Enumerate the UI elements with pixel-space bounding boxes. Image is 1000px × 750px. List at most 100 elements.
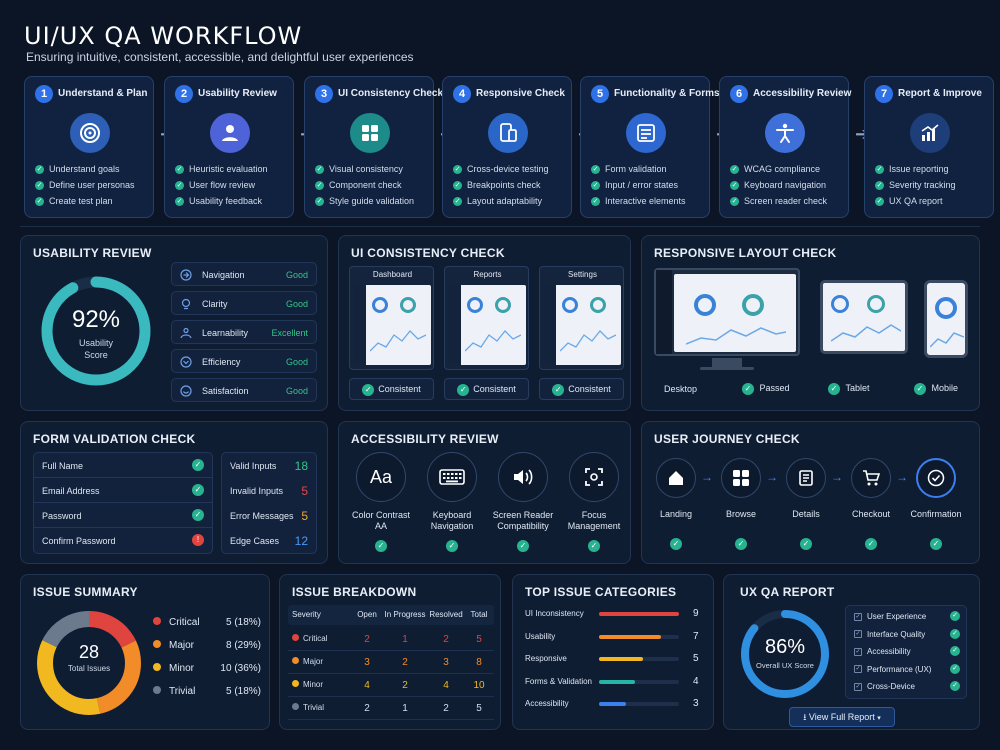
issue-donut-chart [37, 611, 141, 715]
check-icon: ✓ [730, 165, 739, 175]
table-cell: 4 [364, 680, 370, 691]
table-cell: Trivial [292, 703, 352, 712]
panel-title: TOP ISSUE CATEGORIES [525, 585, 677, 599]
legend-value: 10 (36%) [220, 663, 261, 674]
step-item: ✓ Screen reader check [730, 193, 827, 209]
table-cell: 5 [476, 634, 482, 645]
usability-criterion: Clarity Good [171, 291, 317, 315]
legend-item: Minor 10 (36%) [153, 663, 261, 674]
panel-title: ISSUE BREAKDOWN [292, 585, 417, 599]
column-header: Resolved [429, 610, 463, 619]
check-icon: ✓ [865, 538, 877, 550]
stat-label: Edge Cases [230, 536, 280, 546]
check-icon: ✓ [315, 181, 324, 191]
checkbox-icon: ✓ [854, 665, 862, 674]
form-field-row[interactable]: Confirm Password! [34, 528, 212, 553]
criterion-status: Good [285, 357, 308, 367]
criterion-label: Efficiency [202, 357, 241, 367]
check-icon: ✓ [35, 165, 44, 175]
form-field-label: Email Address [42, 486, 100, 496]
legend-dot [153, 663, 161, 671]
check-circle-icon[interactable] [916, 458, 956, 498]
step-item-label: Usability feedback [189, 196, 263, 206]
check-icon: ✓ [35, 197, 44, 207]
step-item-label: WCAG compliance [744, 164, 821, 174]
step-items: ✓ Heuristic evaluation ✓ User flow review ✓ U… [175, 161, 268, 209]
screen-preview[interactable]: Settings [539, 266, 624, 370]
workflow-step[interactable]: 6 Accessibility Review ✓ WCAG compliance ✓ Ke… [719, 76, 851, 218]
error-icon: ! [192, 534, 204, 546]
workflow-step[interactable]: 7 Report & Improve ✓ Issue reporting ✓ Severi… [864, 76, 994, 218]
legend-item: Major 8 (29%) [153, 640, 261, 651]
form-field-row[interactable]: Email Address ✓ [34, 478, 212, 503]
category-bar [599, 702, 626, 706]
speaker-icon [498, 452, 548, 502]
text-contrast-icon: Aa [356, 452, 406, 502]
accessibility-panel: ACCESSIBILITY REVIEW Aa Color Contrast AA ✓… [338, 421, 631, 564]
divider [20, 226, 980, 227]
step-item-label: User flow review [189, 180, 256, 190]
workflow-step[interactable]: 3 UI Consistency Check ✓ Visual consistency… [304, 76, 443, 218]
check-icon: ✓ [828, 383, 840, 395]
stat-label: Valid Inputs [230, 461, 277, 471]
screen-preview[interactable]: Dashboard [349, 266, 434, 370]
form-stat-row: Invalid Inputs 5 [222, 478, 316, 503]
form-field-row[interactable]: Password ✓ [34, 503, 212, 528]
severity-dot [292, 680, 299, 687]
grid-icon[interactable] [721, 458, 761, 498]
journey-step-label: Details [792, 509, 820, 519]
screen-name: Reports [473, 270, 502, 279]
workflow-step[interactable]: 1 Understand & Plan ✓ Understand goals ✓ Defi… [24, 76, 154, 218]
home-icon[interactable] [656, 458, 696, 498]
consistency-status: ✓ Consistent [349, 378, 434, 400]
download-icon: ⭳ [803, 712, 807, 722]
severity-label: Critical [303, 634, 328, 643]
arrow-right-icon: → [831, 470, 843, 484]
step-item-label: Screen reader check [744, 196, 828, 206]
legend-dot [153, 640, 161, 648]
workflow-step[interactable]: 2 Usability Review ✓ Heuristic evaluation ✓ U… [164, 76, 294, 218]
step-item-label: Breakpoints check [467, 180, 541, 190]
legend-dot [153, 686, 161, 694]
legend-dot [153, 617, 161, 625]
passed-status: ✓ Passed [742, 383, 790, 395]
check-icon: ✓ [175, 165, 184, 175]
step-item: ✓ Layout adaptability [453, 193, 549, 209]
page-title: UI/UX QA WORKFLOW [24, 22, 303, 50]
step-item-label: Component check [329, 180, 402, 190]
acc-label: Management [567, 521, 621, 531]
screen-thumbnail [449, 285, 526, 365]
top-issue-categories-panel: TOP ISSUE CATEGORIES UI Inconsistency 9 Us… [512, 574, 714, 730]
step-item-label: Style guide validation [329, 196, 415, 206]
report-checklist: ✓ User Experience ✓ ✓ Interface Quality ✓ ✓ Acc… [845, 605, 967, 699]
severity-label: Trivial [303, 703, 325, 712]
panel-title: USABILITY REVIEW [33, 246, 152, 260]
workflow-step[interactable]: 4 Responsive Check ✓ Cross-device testing ✓ B… [442, 76, 572, 218]
navigation-icon [180, 268, 192, 286]
check-icon: ✓ [591, 165, 600, 175]
workflow-step[interactable]: 5 Functionality & Forms ✓ Form validation ✓ I… [580, 76, 720, 218]
check-icon: ✓ [315, 165, 324, 175]
form-stat-row: Error Messages 5 [222, 503, 316, 528]
step-item: ✓ UX QA report [875, 193, 956, 209]
check-icon: ✓ [875, 181, 884, 191]
step-item: ✓ Breakpoints check [453, 177, 549, 193]
ui-consistency-panel: UI CONSISTENCY CHECK Dashboard ✓ Consisten… [338, 235, 631, 411]
check-icon: ✓ [175, 181, 184, 191]
desktop-label: Desktop [664, 384, 698, 394]
form-field-row[interactable]: Full Name ✓ [34, 453, 212, 478]
arrow-right-icon: → [766, 470, 778, 484]
check-icon: ✓ [950, 646, 960, 656]
step-item-label: Layout adaptability [467, 196, 543, 206]
form-field-label: Confirm Password [42, 536, 116, 546]
screen-preview[interactable]: Reports [444, 266, 529, 370]
document-icon[interactable] [786, 458, 826, 498]
category-bar [599, 612, 679, 616]
step-title: Usability Review [198, 88, 277, 99]
column-header: Severity [292, 610, 321, 619]
view-full-report-button[interactable]: ⭳ View Full Report ▾ [789, 707, 895, 727]
ux-score-ring [741, 610, 829, 698]
legend-value: 8 (29%) [225, 640, 261, 651]
cart-icon[interactable] [851, 458, 891, 498]
ux-qa-report-panel: UX QA REPORT 86% Overall UX Score ✓ User … [723, 574, 980, 730]
